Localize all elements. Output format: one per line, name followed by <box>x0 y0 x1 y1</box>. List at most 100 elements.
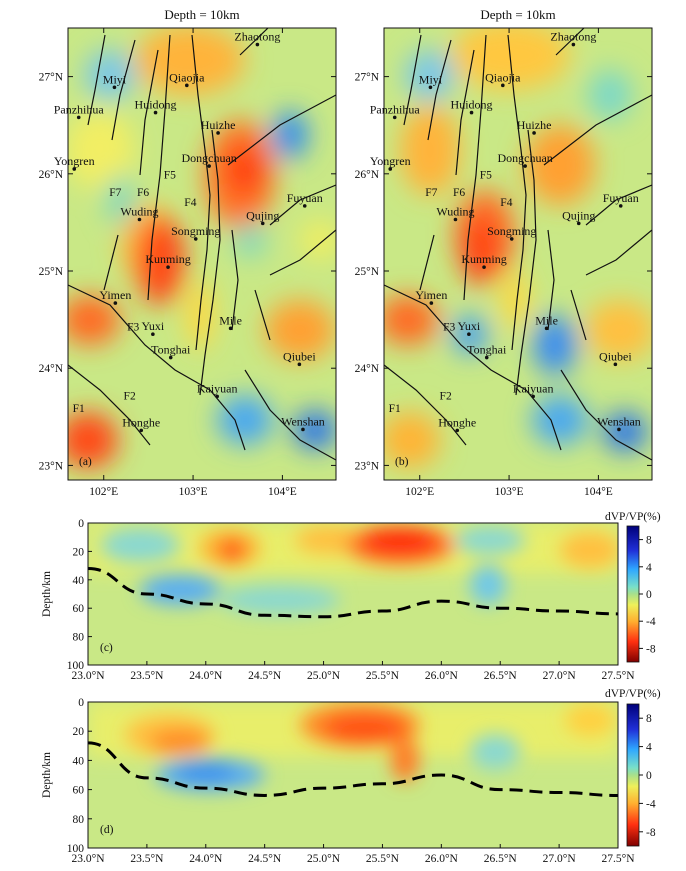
fault-label: F6 <box>453 187 465 199</box>
city-marker <box>166 265 170 269</box>
section-d-panel-label: (d) <box>100 824 114 836</box>
colorbar-tick-label: 4 <box>646 562 652 574</box>
map-b-panel-label: (b) <box>395 456 409 468</box>
x-tick-label: 24.5°N <box>248 670 282 682</box>
x-tick-label: 26.0°N <box>425 670 459 682</box>
city-marker <box>428 85 433 90</box>
map-a-frame <box>67 27 337 481</box>
fault-label: F2 <box>124 390 136 402</box>
y-tick-label: 27°N <box>355 72 380 84</box>
fault-label: F4 <box>500 197 512 209</box>
colorbar-tick-label: 8 <box>646 713 652 725</box>
y-tick-label: 0 <box>78 518 84 530</box>
city-marker <box>215 394 219 399</box>
city-marker <box>302 204 307 208</box>
city-label: Miyi <box>419 72 443 86</box>
fault-label: F2 <box>440 390 452 402</box>
section-d-frame <box>87 701 619 849</box>
city-label: Fuyuan <box>287 191 323 205</box>
map-b-velocity-field <box>384 28 652 480</box>
x-tick-label: 25.0°N <box>307 670 341 682</box>
x-tick-label: 27.5°N <box>601 853 635 865</box>
city-label: Huizhe <box>517 118 552 132</box>
city-marker <box>617 427 621 432</box>
city-label: Huidong <box>451 98 493 112</box>
city-label: Honghe <box>122 415 160 429</box>
city-label: Songming <box>171 224 220 238</box>
map-a-panel-label: (a) <box>79 456 92 468</box>
map-b-fault-labels: F1 F2 F3 F4 F5 F6 F7 <box>389 170 513 415</box>
city-label: Mile <box>219 313 242 327</box>
y-tick-label: 24°N <box>355 363 380 375</box>
x-tick-label: 24.0°N <box>189 670 223 682</box>
x-tick-label: 102°E <box>89 486 118 498</box>
section-c-ticks: 23.0°N 23.5°N 24.0°N 24.5°N 25.0°N 25.5°N 26.0… <box>67 518 635 682</box>
fault-label: F3 <box>443 321 455 333</box>
section-c-ylabel: Depth/km <box>41 571 53 617</box>
map-b-cities: Zhaotong Miyi Qiaojia Panzhihua Huidong Huizh… <box>370 30 641 433</box>
x-tick-label: 27.5°N <box>601 670 635 682</box>
city-marker <box>297 362 302 367</box>
city-label: Dongchuan <box>181 151 236 165</box>
colorbar-c: dVP/VP(%) 8 4 0 -4 -8 <box>605 511 661 663</box>
city-label: Qujing <box>562 208 595 222</box>
colorbar-d-ticks: 8 4 0 -4 -8 <box>639 713 656 839</box>
x-tick-label: 25.5°N <box>366 670 400 682</box>
city-marker <box>76 115 81 120</box>
fault-label: F3 <box>127 321 139 333</box>
colorbar-c-ticks: 8 4 0 -4 -8 <box>639 535 656 655</box>
city-label: Qiubei <box>283 349 316 363</box>
city-marker <box>216 131 220 135</box>
y-tick-label: 60 <box>73 603 85 615</box>
map-b-ticks: 102°E 103°E 104°E 23°N 24°N 25°N 26°N 27°N <box>355 28 652 498</box>
section-c-velocity-field <box>88 523 618 665</box>
y-tick-label: 20 <box>73 546 85 558</box>
city-label: Zhaotong <box>234 30 280 44</box>
city-marker <box>482 265 486 269</box>
city-label: Fuyuan <box>603 191 639 205</box>
section-d-ylabel: Depth/km <box>41 752 53 798</box>
y-tick-label: 80 <box>73 814 85 826</box>
city-marker <box>544 326 549 331</box>
city-label: Yongren <box>54 154 95 168</box>
city-marker <box>207 164 211 168</box>
x-tick-label: 23.5°N <box>130 853 164 865</box>
city-marker <box>453 217 458 222</box>
map-panel-b: 102°E 103°E 104°E 23°N 24°N 25°N 26°N 27°N Zhao… <box>355 7 653 498</box>
city-marker <box>392 115 397 120</box>
city-label: Kunming <box>145 252 190 266</box>
x-tick-label: 104°E <box>584 486 613 498</box>
x-tick-label: 24.5°N <box>248 853 282 865</box>
city-marker <box>260 221 265 226</box>
y-tick-label: 23°N <box>355 460 380 472</box>
colorbar-tick-label: -8 <box>646 827 656 839</box>
x-tick-label: 27.0°N <box>543 670 577 682</box>
city-label: Wuding <box>120 204 158 218</box>
city-label: Kaiyuan <box>513 381 554 395</box>
city-marker <box>531 394 535 399</box>
city-marker <box>571 42 576 47</box>
section-panel-c: 23.0°N 23.5°N 24.0°N 24.5°N 25.0°N 25.5°N 26.0… <box>41 518 635 682</box>
city-marker <box>228 326 233 331</box>
city-marker <box>532 131 536 135</box>
x-tick-label: 25.0°N <box>307 853 341 865</box>
city-marker <box>193 237 198 241</box>
city-marker <box>523 164 527 168</box>
city-marker <box>137 217 142 222</box>
city-marker <box>139 428 144 433</box>
y-tick-label: 100 <box>67 660 85 672</box>
city-label: Wuding <box>436 204 474 218</box>
city-label: Yimen <box>99 288 131 302</box>
city-label: Kunming <box>461 252 506 266</box>
x-tick-label: 23.0°N <box>71 670 105 682</box>
city-marker <box>112 85 117 90</box>
colorbar-tick-label: 4 <box>646 742 652 754</box>
x-tick-label: 24.0°N <box>189 853 223 865</box>
city-marker <box>469 110 474 115</box>
city-marker <box>509 237 514 241</box>
y-tick-label: 100 <box>67 843 85 855</box>
map-a-fault-labels: F1 F2 F3 F4 F5 F6 F7 <box>73 170 197 415</box>
x-tick-label: 26.0°N <box>425 853 459 865</box>
section-panel-d: 23.0°N 23.5°N 24.0°N 24.5°N 25.0°N 25.5°N 26.0… <box>41 697 635 865</box>
